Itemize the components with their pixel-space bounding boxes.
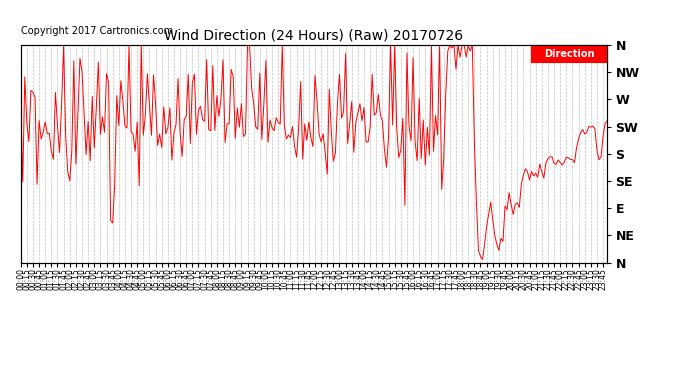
Text: Copyright 2017 Cartronics.com: Copyright 2017 Cartronics.com	[21, 26, 172, 36]
Title: Wind Direction (24 Hours) (Raw) 20170726: Wind Direction (24 Hours) (Raw) 20170726	[164, 28, 464, 42]
